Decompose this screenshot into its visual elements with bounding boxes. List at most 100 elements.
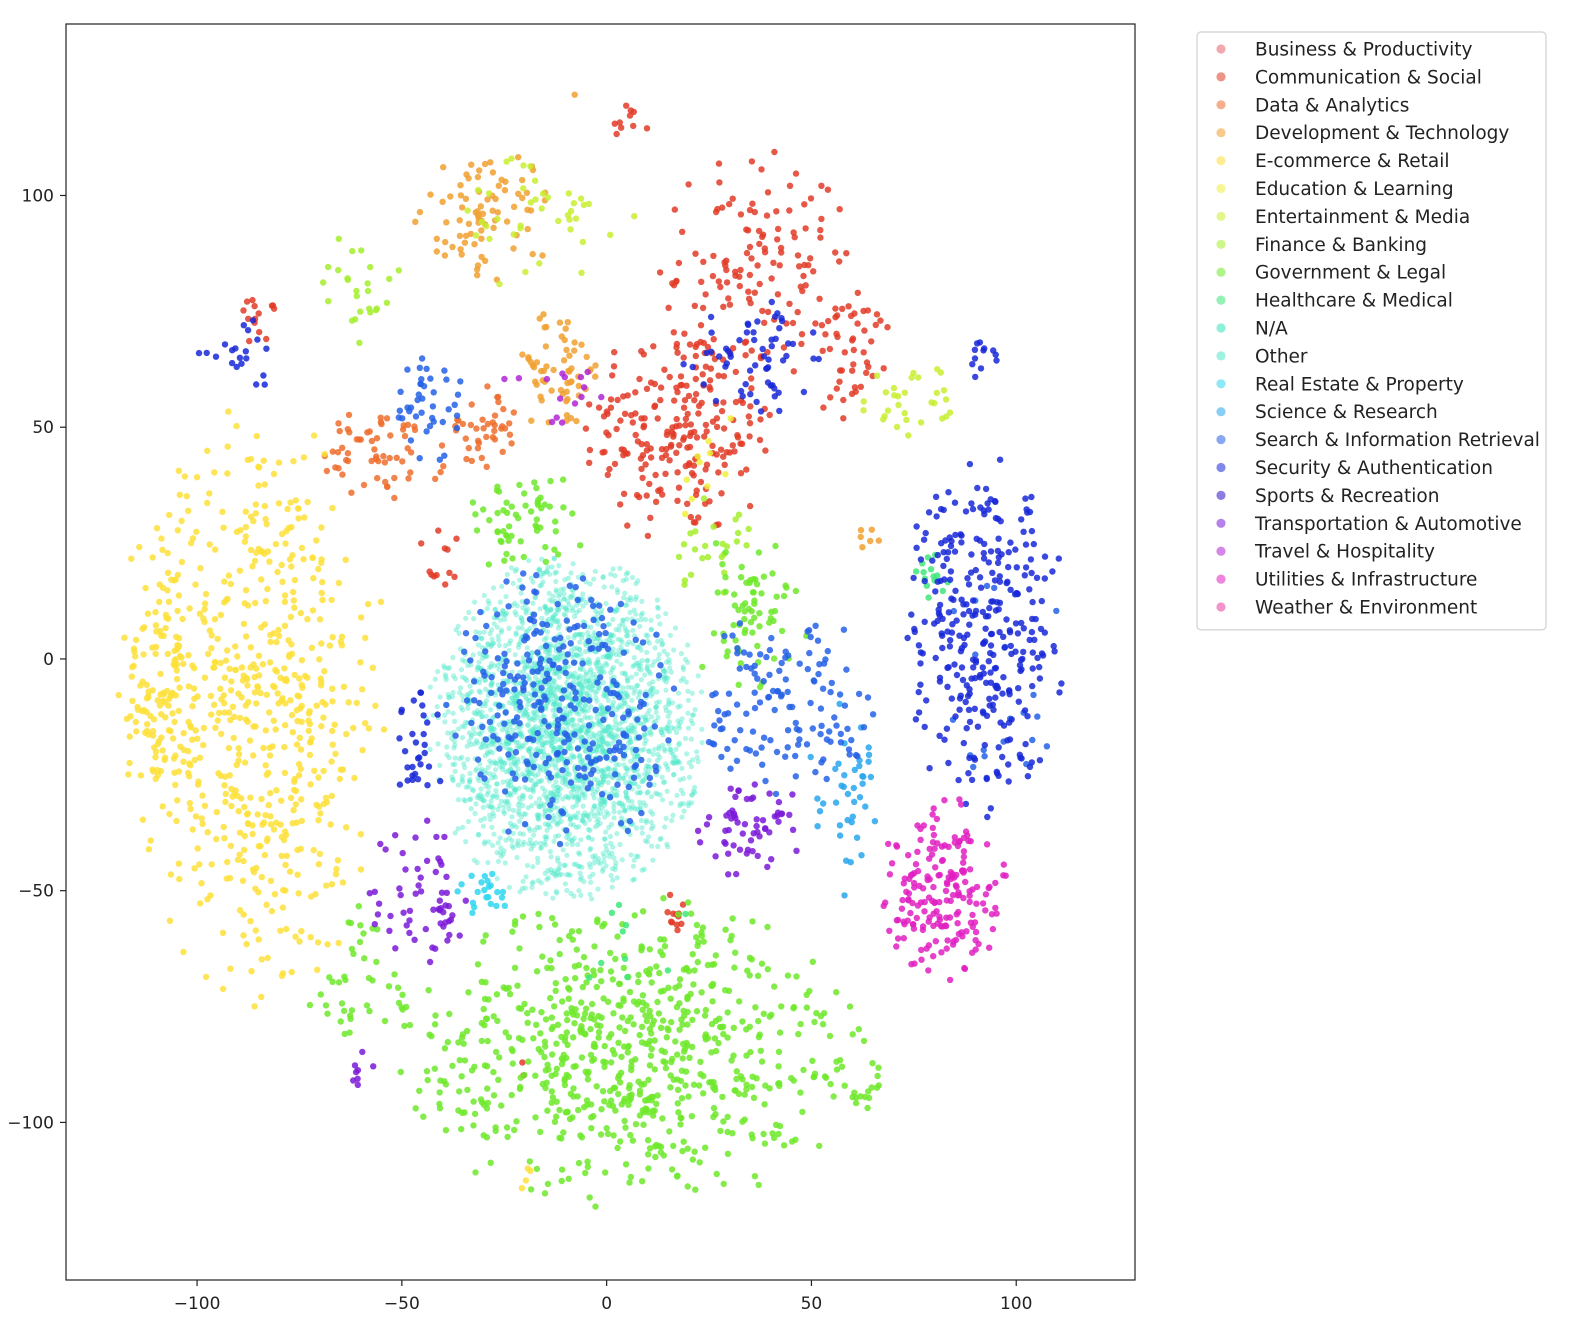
scatter-point (562, 862, 568, 869)
scatter-point (299, 684, 306, 691)
scatter-point (458, 251, 465, 258)
scatter-point (648, 729, 654, 736)
scatter-point (632, 1121, 640, 1128)
scatter-point (544, 876, 550, 882)
scatter-point (833, 1066, 841, 1073)
scatter-point (516, 945, 523, 952)
scatter-point (574, 609, 580, 616)
scatter-point (652, 645, 658, 651)
scatter-point (590, 683, 596, 689)
scatter-point (720, 637, 727, 645)
scatter-point (742, 626, 749, 634)
scatter-point (664, 725, 670, 731)
scatter-point (674, 497, 681, 504)
scatter-point (699, 740, 705, 746)
scatter-point (667, 709, 673, 715)
scatter-point (659, 1017, 667, 1024)
scatter-point (671, 647, 677, 653)
scatter-point (646, 480, 653, 488)
scatter-point (624, 677, 631, 683)
scatter-point (587, 864, 593, 870)
scatter-point (810, 268, 817, 275)
scatter-point (867, 537, 874, 545)
scatter-point (663, 761, 669, 767)
scatter-point (232, 643, 239, 650)
scatter-point (615, 1072, 623, 1079)
scatter-point (572, 975, 579, 982)
scatter-point (627, 1131, 634, 1139)
scatter-point (689, 800, 695, 806)
scatter-point (720, 303, 727, 310)
scatter-point (503, 550, 510, 558)
scatter-point (612, 866, 618, 873)
scatter-point (127, 713, 134, 720)
scatter-point (626, 1082, 633, 1089)
scatter-point (541, 570, 547, 576)
scatter-point (482, 979, 489, 986)
scatter-point (699, 726, 705, 732)
scatter-point (650, 690, 656, 697)
scatter-point (458, 204, 466, 211)
scatter-point (582, 425, 590, 432)
scatter-point (526, 697, 533, 703)
scatter-point (833, 312, 841, 319)
scatter-point (715, 160, 723, 167)
scatter-point (474, 262, 482, 269)
scatter-point (295, 760, 303, 768)
scatter-point (642, 1012, 649, 1019)
scatter-point (269, 743, 276, 750)
scatter-point (593, 1083, 600, 1090)
scatter-point (547, 477, 554, 485)
scatter-point (620, 617, 626, 623)
scatter-point (527, 837, 533, 843)
scatter-point (857, 533, 864, 541)
scatter-point (603, 773, 609, 779)
scatter-point (577, 728, 583, 734)
scatter-point (678, 1067, 686, 1074)
scatter-point (335, 979, 343, 986)
scatter-point (548, 741, 554, 747)
scatter-point (494, 781, 500, 787)
scatter-point (399, 458, 406, 465)
scatter-point (577, 870, 583, 876)
scatter-point (262, 727, 269, 734)
scatter-point (600, 654, 606, 660)
scatter-point (601, 771, 607, 777)
scatter-point (145, 846, 153, 853)
scatter-point (780, 1142, 788, 1149)
scatter-point (525, 769, 531, 775)
scatter-point (304, 498, 311, 506)
scatter-point (469, 688, 475, 695)
scatter-point (480, 425, 487, 432)
scatter-point (498, 538, 505, 545)
scatter-point (483, 783, 489, 790)
scatter-point (595, 859, 601, 865)
scatter-point (551, 813, 557, 819)
scatter-point (761, 1140, 769, 1147)
scatter-point (613, 732, 619, 738)
scatter-point (550, 593, 556, 599)
scatter-point (473, 527, 481, 534)
scatter-point (481, 841, 487, 847)
scatter-point (676, 1026, 683, 1033)
scatter-point (664, 967, 672, 974)
scatter-point (681, 397, 689, 404)
scatter-point (653, 709, 659, 716)
scatter-point (474, 173, 482, 181)
scatter-point (760, 1130, 767, 1138)
scatter-point (381, 1017, 389, 1025)
scatter-point (565, 1175, 572, 1183)
scatter-point (772, 542, 779, 550)
scatter-point (796, 263, 803, 270)
scatter-point (278, 561, 285, 569)
scatter-point (459, 693, 465, 699)
scatter-point (531, 782, 537, 788)
scatter-point (520, 743, 527, 750)
scatter-point (280, 886, 287, 894)
scatter-point (234, 653, 241, 660)
scatter-point (761, 319, 768, 326)
scatter-point (243, 633, 250, 640)
scatter-point (774, 236, 781, 243)
scatter-point (659, 729, 665, 736)
scatter-point (681, 330, 688, 337)
